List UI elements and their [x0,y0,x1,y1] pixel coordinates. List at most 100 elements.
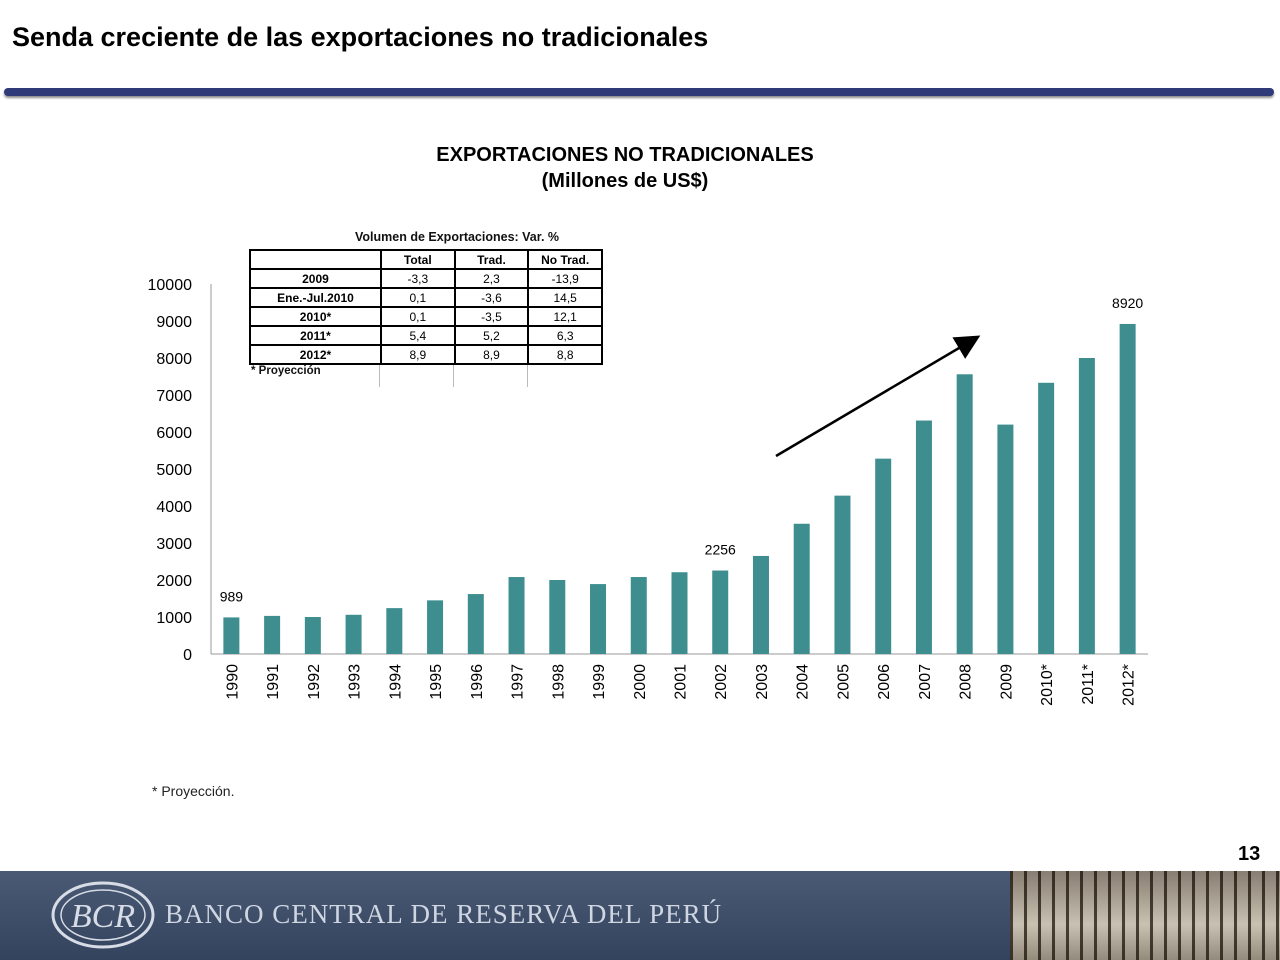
inset-table-row: 2012* 8,9 8,9 8,8 [249,344,603,365]
y-tick-label: 2000 [156,573,192,590]
inset-table-caption: Volumen de Exportaciones: Var. % [355,230,559,244]
x-tick-label: 1998 [550,664,567,700]
chart-title: EXPORTACIONES NO TRADICIONALES [436,144,814,166]
x-tick-label: 2012* [1121,664,1138,706]
bank-name: BANCO CENTRAL DE RESERVA DEL PERÚ [165,899,723,929]
inset-table-row-label: 2009 [249,268,382,289]
bar [956,374,973,654]
y-tick-label: 7000 [156,388,192,405]
y-axis: 0 1000 2000 3000 4000 5000 6000 7000 8000 9000 100… [148,277,212,664]
bar [508,577,525,654]
bar [345,614,362,654]
bar [875,458,892,654]
x-tick-label: 1995 [428,664,445,700]
x-tick-label: 2007 [917,664,934,700]
footnote: * Proyección. [152,783,235,799]
inset-table-header: No Trad. [527,249,603,270]
bar [712,570,729,654]
x-tick-label: 2008 [958,664,975,700]
trend-arrow [775,335,981,458]
bar [427,600,444,654]
bar [223,617,240,654]
inset-table-row-label: 2011* [249,325,382,346]
x-tick-label: 1990 [224,664,241,700]
inset-table-row: Ene.-Jul.2010 0,1 -3,6 14,5 [249,287,603,308]
inset-table-cell: -13,9 [527,268,603,289]
inset-table-cell: -3,3 [379,268,456,289]
x-tick-label: 2002 [713,664,730,700]
bank-logo-monogram: BCR [71,898,135,935]
x-tick-label: 1993 [347,664,364,700]
bar-chart: 0 1000 2000 3000 4000 5000 6000 7000 8000 9000 100… [148,277,1148,706]
inset-table-cell: 8,9 [453,344,530,365]
data-label: 2256 [705,542,736,558]
inset-table-grid: Total Trad. No Trad. 2009 -3,3 2,3 -13,9… [249,249,603,365]
inset-table: Volumen de Exportaciones: Var. % Total T… [249,230,605,387]
x-tick-label: 1996 [469,664,486,700]
y-tick-label: 8000 [156,351,192,368]
x-tick-label: 2000 [632,664,649,700]
bar [386,608,403,654]
bar [304,617,321,654]
bar [915,420,932,654]
inset-table-cell: 8,8 [527,344,603,365]
x-tick-label: 1992 [306,664,323,700]
inset-table-row: 2010* 0,1 -3,5 12,1 [249,306,603,327]
bar [590,584,607,654]
bar [630,577,647,654]
inset-table-header: Total [379,249,456,270]
x-tick-label: 2001 [673,664,690,700]
page-number: 13 [1238,843,1261,865]
y-tick-label: 5000 [156,462,192,479]
inset-table-corner [249,249,382,270]
bank-logo-icon: BCR [51,881,155,949]
inset-table-note-text: * Proyección [251,365,321,377]
footer-banner: BCR BANCO CENTRAL DE RESERVA DEL PERÚ [0,871,1280,960]
inset-table-row-label: 2012* [249,344,382,365]
x-tick-label: 2011* [1080,664,1097,705]
bar [671,572,688,654]
x-tick-label: 2009 [998,664,1015,700]
x-tick-label: 1999 [591,664,608,700]
title-divider [4,88,1274,96]
y-tick-label: 4000 [156,499,192,516]
inset-table-cell: 6,3 [527,325,603,346]
bar [1078,358,1095,654]
data-label: 8920 [1112,295,1143,311]
x-tick-label: 2004 [795,664,812,700]
inset-table-cell: 12,1 [527,306,603,327]
data-label: 989 [220,588,244,604]
x-tick-label: 1991 [265,664,282,700]
building-photo [1010,871,1280,960]
bar [997,424,1014,654]
inset-table-cell: 5,2 [453,325,530,346]
x-tick-label: 2003 [754,664,771,700]
x-tick-label: 2006 [876,664,893,700]
bar [752,555,769,654]
inset-table-row: 2011* 5,4 5,2 6,3 [249,325,603,346]
inset-table-row: 2009 -3,3 2,3 -13,9 [249,268,603,289]
bar [549,580,566,654]
inset-table-row-label: Ene.-Jul.2010 [249,287,382,308]
bar [467,594,484,654]
chart-title-block: EXPORTACIONES NO TRADICIONALES (Millones… [0,142,1250,194]
slide-title: Senda creciente de las exportaciones no … [12,22,709,52]
inset-table-header: Trad. [453,249,530,270]
bar [264,615,281,654]
inset-table-header-row: Total Trad. No Trad. [249,249,603,270]
y-tick-label: 10000 [148,277,193,294]
inset-table-empty-grid [379,365,604,387]
y-tick-label: 9000 [156,314,192,331]
chart-subtitle: (Millones de US$) [541,170,709,192]
inset-table-note: * Proyección [249,365,605,387]
y-tick-label: 0 [183,647,192,664]
bar [1038,382,1055,654]
bar [834,495,851,654]
y-tick-label: 6000 [156,425,192,442]
inset-table-cell: -3,6 [453,287,530,308]
x-tick-label: 1997 [510,664,527,700]
inset-table-cell: 8,9 [379,344,456,365]
x-tick-label: 2010* [1039,664,1056,706]
inset-table-cell: -3,5 [453,306,530,327]
inset-table-cell: 0,1 [379,287,456,308]
